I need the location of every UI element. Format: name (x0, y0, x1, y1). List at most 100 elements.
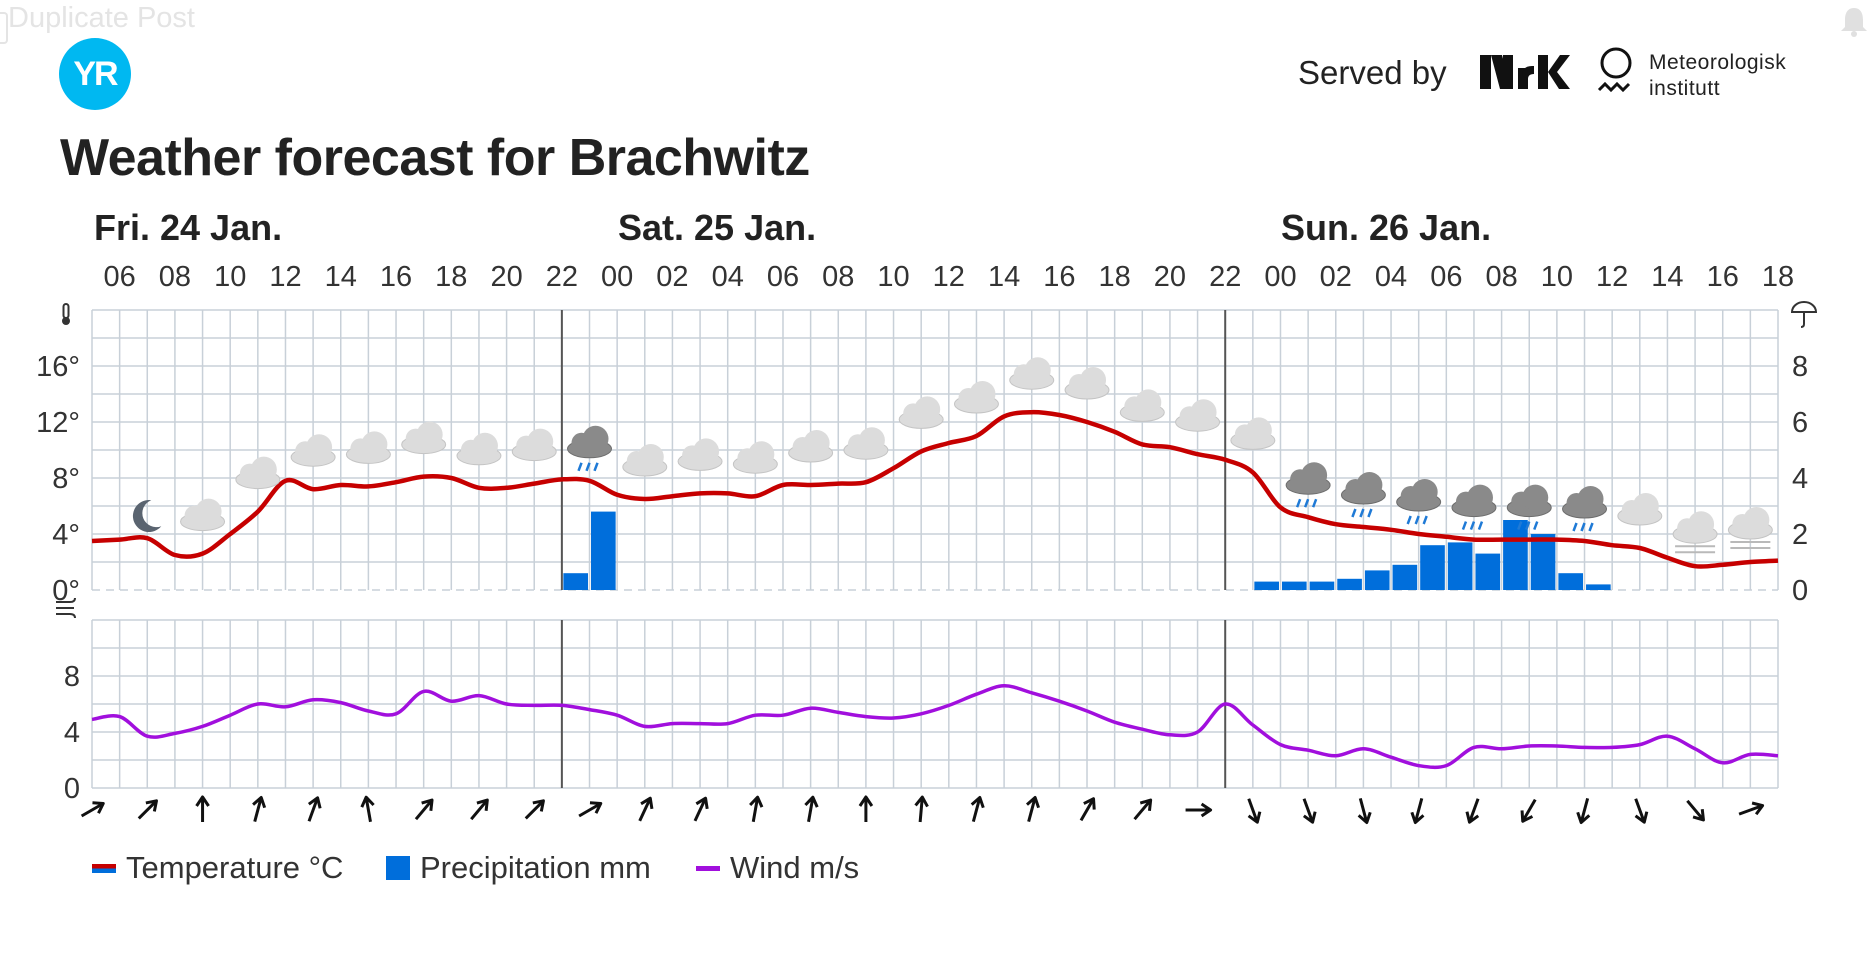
wind-direction-arrow (307, 796, 322, 822)
wind-direction-arrow (1410, 798, 1425, 825)
wind-direction-arrow (80, 801, 105, 818)
umbrella-icon (1790, 301, 1818, 328)
day-label: Sun. 26 Jan. (1281, 207, 1491, 248)
precipitation-bar (1254, 581, 1279, 590)
yr-logo[interactable]: YR (59, 38, 131, 110)
met-institute-icon[interactable] (1596, 46, 1636, 102)
wind-swatch (696, 865, 720, 871)
moon-icon (132, 500, 162, 533)
wind-direction-arrow (1738, 801, 1765, 816)
wind-direction-arrow (858, 795, 874, 822)
wind-direction-arrow (1079, 797, 1096, 822)
hour-label: 22 (1209, 261, 1241, 293)
rain-cloud-icon (1506, 484, 1552, 531)
wind-direction-arrow (1247, 798, 1262, 824)
wind-direction-arrow (195, 795, 210, 822)
cloud-icon (843, 427, 889, 460)
grid (91, 309, 1779, 789)
cloud-icon (235, 456, 281, 490)
cloud-icon (677, 438, 723, 471)
cloud-icon (511, 428, 557, 462)
cloud-icon (1009, 357, 1055, 390)
wind-direction-arrow (749, 795, 764, 823)
cloud-icon (1175, 399, 1221, 432)
cloud-icon (1064, 367, 1110, 400)
legend-precipitation-label: Precipitation mm (420, 850, 651, 885)
wind-direction-arrow (1185, 802, 1213, 818)
legend-temperature-label: Temperature °C (126, 850, 344, 885)
hour-label: 16 (380, 261, 412, 293)
temperature-swatch (92, 863, 116, 873)
wind-direction-arrow (1686, 799, 1705, 822)
hour-label: 16 (1707, 261, 1739, 293)
precipitation-bar (563, 573, 589, 590)
temperature-tick: 16° (36, 351, 80, 383)
rain-cloud-icon (1396, 479, 1442, 525)
served-by-label: Served by (1298, 54, 1447, 91)
cloud-icon (1617, 493, 1663, 526)
hour-label: 10 (877, 261, 909, 293)
wind-line (91, 684, 1779, 770)
wind-tick: 0 (64, 773, 80, 805)
hour-label: 10 (214, 261, 246, 293)
day-label: Sat. 25 Jan. (618, 207, 816, 248)
wind-direction-arrow (1576, 798, 1591, 825)
wind-direction-arrow (360, 795, 375, 823)
hour-label: 08 (1485, 261, 1517, 293)
cloud-icon (456, 432, 502, 466)
legend-temperature: Temperature °C (92, 850, 343, 886)
duplicate-post-bracket-icon (0, 12, 8, 44)
hour-label: 14 (1651, 261, 1683, 293)
hour-label: 22 (546, 261, 578, 293)
wind-direction-arrow (1634, 798, 1649, 824)
legend-wind: Wind m/s (696, 850, 859, 886)
wind-direction-arrow (252, 795, 267, 822)
hour-label: 18 (1762, 261, 1794, 293)
hour-label: 08 (159, 261, 191, 293)
wind-direction-arrow (1302, 798, 1317, 824)
cloud-icon (1119, 389, 1165, 422)
temperature-tick: 4° (52, 519, 80, 551)
hour-label: 20 (490, 261, 522, 293)
temperature-tick: 12° (36, 407, 80, 439)
legend-precipitation: Precipitation mm (386, 850, 651, 886)
precipitation-bar (1530, 534, 1556, 590)
precipitation-bar (1337, 578, 1362, 590)
wind-tick: 4 (64, 717, 80, 749)
wind-direction-arrow (578, 801, 603, 818)
precipitation-tick: 6 (1792, 407, 1808, 439)
nrk-logo[interactable] (1478, 52, 1570, 92)
wind-direction-arrow (1133, 798, 1153, 821)
cloud-icon (180, 498, 226, 532)
rain-cloud-icon (1562, 486, 1608, 532)
precipitation-tick: 8 (1792, 351, 1808, 383)
wind-direction-arrow (1520, 798, 1537, 823)
rain-cloud-icon (567, 425, 613, 472)
temperature-line (91, 409, 1779, 569)
met-institute-text[interactable]: Meteorologisk institutt (1649, 50, 1786, 102)
hour-label: 14 (325, 261, 357, 293)
hour-label: 04 (712, 261, 744, 293)
precipitation-bar (1281, 581, 1307, 590)
precipitation-bar (1309, 581, 1335, 590)
wind-direction-arrow (524, 799, 545, 820)
precipitation-tick: 2 (1792, 519, 1808, 551)
wind-direction-arrow (470, 798, 489, 821)
page-title: Weather forecast for Brachwitz (60, 129, 810, 187)
hour-label: 16 (1043, 261, 1075, 293)
thermometer-icon (62, 303, 70, 325)
precipitation-tick: 0 (1792, 575, 1808, 607)
wind-direction-arrow (804, 795, 819, 823)
hour-label: 14 (988, 261, 1020, 293)
precipitation-bar (1392, 564, 1418, 590)
precipitation-bar (1364, 570, 1390, 590)
hour-label: 00 (1264, 261, 1296, 293)
fog-icon (1672, 511, 1718, 554)
bell-icon[interactable] (1839, 4, 1869, 38)
hour-label: 12 (933, 261, 965, 293)
cloud-icon (290, 434, 336, 467)
duplicate-post-text: Duplicate Post (8, 2, 195, 34)
rain-cloud-icon (1451, 484, 1497, 531)
legend-wind-label: Wind m/s (730, 850, 860, 885)
